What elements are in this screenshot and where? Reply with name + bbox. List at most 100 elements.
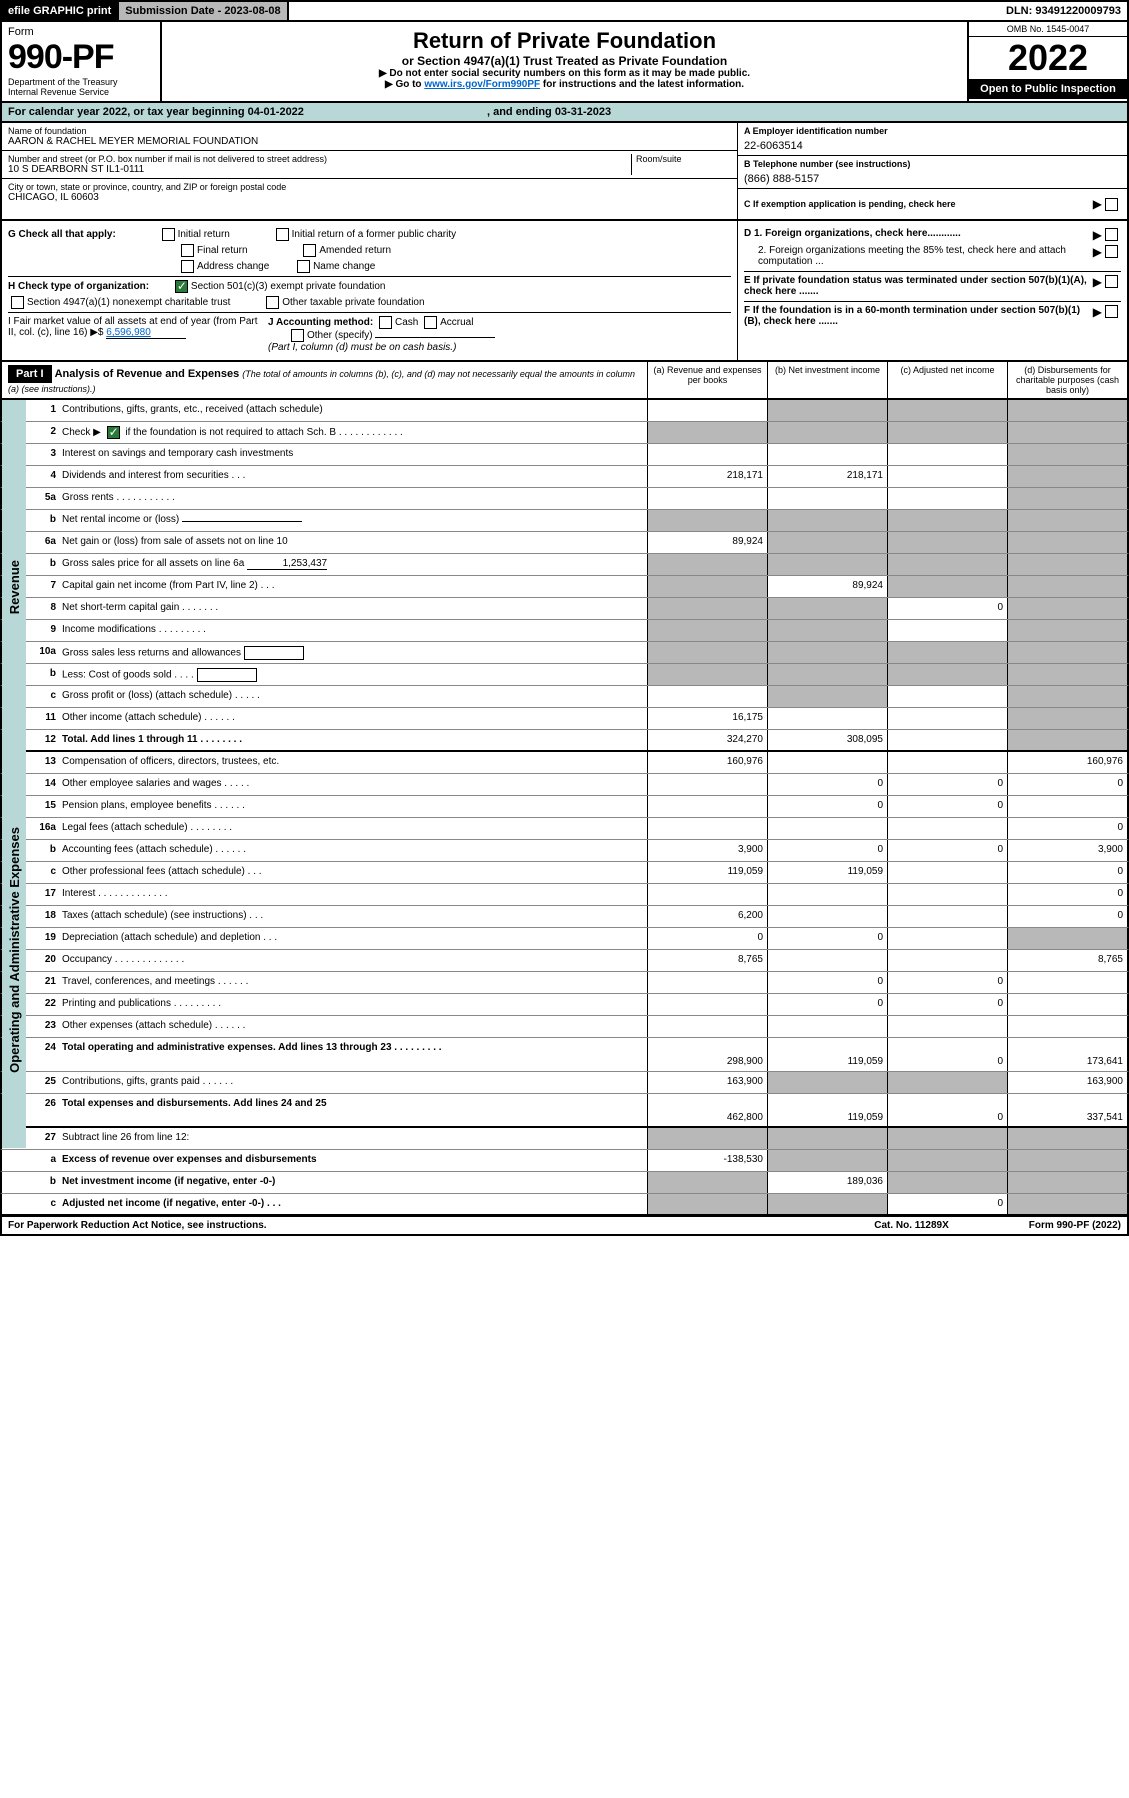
501c3-checkbox[interactable] <box>175 280 188 293</box>
g-row: G Check all that apply: Initial return I… <box>8 228 731 241</box>
h-row: H Check type of organization: Section 50… <box>8 276 731 293</box>
line-18: 18Taxes (attach schedule) (see instructi… <box>0 906 1129 928</box>
col-b-header: (b) Net investment income <box>767 362 887 398</box>
line-6b: bGross sales price for all assets on lin… <box>0 554 1129 576</box>
d1-checkbox[interactable] <box>1105 228 1118 241</box>
foundation-name: AARON & RACHEL MEYER MEMORIAL FOUNDATION <box>8 136 731 147</box>
form-label: Form <box>8 26 154 38</box>
part1-title: Analysis of Revenue and Expenses <box>55 368 240 380</box>
line-1: 1Contributions, gifts, grants, etc., rec… <box>0 400 1129 422</box>
ein-row: A Employer identification number 22-6063… <box>738 123 1127 156</box>
line-27a: aExcess of revenue over expenses and dis… <box>0 1150 1129 1172</box>
d2-row: 2. Foreign organizations meeting the 85%… <box>744 245 1121 272</box>
line-6a: 6aNet gain or (loss) from sale of assets… <box>0 532 1129 554</box>
submission-date: Submission Date - 2023-08-08 <box>119 2 288 20</box>
line-16c: cOther professional fees (attach schedul… <box>0 862 1129 884</box>
line-17: 17Interest . . . . . . . . . . . . .0 <box>0 884 1129 906</box>
open-inspection: Open to Public Inspection <box>969 79 1127 99</box>
info-block: Name of foundation AARON & RACHEL MEYER … <box>0 123 1129 221</box>
form-number-block: Form 990-PF Department of the Treasury I… <box>2 22 162 101</box>
form-number: 990-PF <box>8 38 154 77</box>
line-24: 24Total operating and administrative exp… <box>0 1038 1129 1072</box>
line-3: 3Interest on savings and temporary cash … <box>0 444 1129 466</box>
irs-link[interactable]: www.irs.gov/Form990PF <box>424 79 540 90</box>
part1-label: Part I <box>8 365 52 383</box>
fmv-value[interactable]: 6,596,980 <box>106 327 186 339</box>
city: CHICAGO, IL 60603 <box>8 192 731 203</box>
omb-number: OMB No. 1545-0047 <box>969 22 1127 37</box>
line-25: 25Contributions, gifts, grants paid . . … <box>0 1072 1129 1094</box>
4947-checkbox[interactable] <box>11 296 24 309</box>
line-27b: bNet investment income (if negative, ent… <box>0 1172 1129 1194</box>
line-22: 22Printing and publications . . . . . . … <box>0 994 1129 1016</box>
initial-return-checkbox[interactable] <box>162 228 175 241</box>
calendar-year-row: For calendar year 2022, or tax year begi… <box>0 103 1129 123</box>
col-a-header: (a) Revenue and expenses per books <box>647 362 767 398</box>
checks-block: G Check all that apply: Initial return I… <box>0 221 1129 362</box>
dept-label: Department of the Treasury Internal Reve… <box>8 77 154 97</box>
cash-checkbox[interactable] <box>379 316 392 329</box>
line-15: 15Pension plans, employee benefits . . .… <box>0 796 1129 818</box>
line-5b: bNet rental income or (loss) <box>0 510 1129 532</box>
tax-year: 2022 <box>969 37 1127 79</box>
f-checkbox[interactable] <box>1105 305 1118 318</box>
year-block: OMB No. 1545-0047 2022 Open to Public In… <box>967 22 1127 101</box>
line-27c: cAdjusted net income (if negative, enter… <box>0 1194 1129 1216</box>
amended-checkbox[interactable] <box>303 244 316 257</box>
sch-b-checkbox[interactable] <box>107 426 120 439</box>
form-header: Form 990-PF Department of the Treasury I… <box>0 22 1129 103</box>
address-change-checkbox[interactable] <box>181 260 194 273</box>
line-11: 11Other income (attach schedule) . . . .… <box>0 708 1129 730</box>
line-14: 14Other employee salaries and wages . . … <box>0 774 1129 796</box>
c-checkbox[interactable] <box>1105 198 1118 211</box>
expenses-side-label: Operating and Administrative Expenses <box>2 752 26 1148</box>
efile-label[interactable]: efile GRAPHIC print <box>2 2 119 20</box>
c-row: C If exemption application is pending, c… <box>738 189 1127 219</box>
room-label: Room/suite <box>631 154 731 175</box>
phone-row: B Telephone number (see instructions) (8… <box>738 156 1127 189</box>
line-21: 21Travel, conferences, and meetings . . … <box>0 972 1129 994</box>
initial-former-checkbox[interactable] <box>276 228 289 241</box>
footer: For Paperwork Reduction Act Notice, see … <box>0 1216 1129 1236</box>
e-row: E If private foundation status was termi… <box>744 275 1121 302</box>
title-block: Return of Private Foundation or Section … <box>162 22 967 101</box>
address-row: Number and street (or P.O. box number if… <box>2 151 737 179</box>
line-2: 2Check ▶ if the foundation is not requir… <box>0 422 1129 444</box>
line-10a: 10aGross sales less returns and allowanc… <box>0 642 1129 664</box>
line-9: 9Income modifications . . . . . . . . . <box>0 620 1129 642</box>
e-checkbox[interactable] <box>1105 275 1118 288</box>
phone: (866) 888-5157 <box>744 173 1121 185</box>
other-taxable-checkbox[interactable] <box>266 296 279 309</box>
note-2: ▶ Go to www.irs.gov/Form990PF for instru… <box>168 79 961 90</box>
foundation-name-row: Name of foundation AARON & RACHEL MEYER … <box>2 123 737 151</box>
part1-header: Part I Analysis of Revenue and Expenses … <box>0 362 1129 400</box>
col-c-header: (c) Adjusted net income <box>887 362 1007 398</box>
form-subtitle: or Section 4947(a)(1) Trust Treated as P… <box>168 54 961 68</box>
i-j-row: I Fair market value of all assets at end… <box>8 312 731 353</box>
ein: 22-6063514 <box>744 140 1121 152</box>
line-12: 12Total. Add lines 1 through 11 . . . . … <box>0 730 1129 752</box>
form-ref: Form 990-PF (2022) <box>1029 1220 1121 1231</box>
line-23: 23Other expenses (attach schedule) . . .… <box>0 1016 1129 1038</box>
final-return-checkbox[interactable] <box>181 244 194 257</box>
line-20: 20Occupancy . . . . . . . . . . . . .8,7… <box>0 950 1129 972</box>
city-row: City or town, state or province, country… <box>2 179 737 206</box>
line-26: 26Total expenses and disbursements. Add … <box>0 1094 1129 1128</box>
revenue-section: Revenue 1Contributions, gifts, grants, e… <box>0 400 1129 752</box>
line-10c: cGross profit or (loss) (attach schedule… <box>0 686 1129 708</box>
line-16a: 16aLegal fees (attach schedule) . . . . … <box>0 818 1129 840</box>
f-row: F If the foundation is in a 60-month ter… <box>744 305 1121 327</box>
accrual-checkbox[interactable] <box>424 316 437 329</box>
name-change-checkbox[interactable] <box>297 260 310 273</box>
form-title: Return of Private Foundation <box>168 28 961 54</box>
d1-row: D 1. Foreign organizations, check here..… <box>744 228 1121 242</box>
dln: DLN: 93491220009793 <box>1000 2 1127 20</box>
line-16b: bAccounting fees (attach schedule) . . .… <box>0 840 1129 862</box>
line-19: 19Depreciation (attach schedule) and dep… <box>0 928 1129 950</box>
line-8: 8Net short-term capital gain . . . . . .… <box>0 598 1129 620</box>
cat-no: Cat. No. 11289X <box>874 1220 948 1231</box>
top-bar: efile GRAPHIC print Submission Date - 20… <box>0 0 1129 22</box>
d2-checkbox[interactable] <box>1105 245 1118 258</box>
other-method-checkbox[interactable] <box>291 329 304 342</box>
line-10b: bLess: Cost of goods sold . . . . <box>0 664 1129 686</box>
